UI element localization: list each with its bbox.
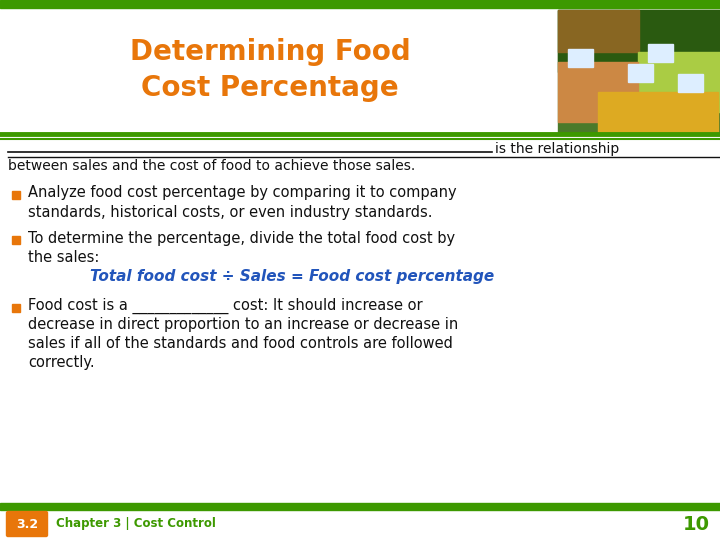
Bar <box>0 503 720 510</box>
Text: 3.2: 3.2 <box>16 517 38 530</box>
Text: Analyze food cost percentage by comparing it to company: Analyze food cost percentage by comparin… <box>28 186 456 200</box>
Bar <box>0 0 720 8</box>
Text: Food cost is a _____________ cost: It should increase or: Food cost is a _____________ cost: It sh… <box>28 298 423 314</box>
Bar <box>678 74 703 92</box>
Bar <box>12 191 20 199</box>
Text: standards, historical costs, or even industry standards.: standards, historical costs, or even ind… <box>28 205 433 219</box>
Text: Chapter 3 | Cost Control: Chapter 3 | Cost Control <box>56 517 216 530</box>
Bar <box>558 10 639 52</box>
Text: decrease in direct proportion to an increase or decrease in: decrease in direct proportion to an incr… <box>28 318 458 333</box>
Text: 10: 10 <box>683 515 710 534</box>
Bar <box>558 10 720 72</box>
Text: Determining Food: Determining Food <box>130 38 410 66</box>
Bar <box>598 92 718 132</box>
Bar <box>0 10 560 132</box>
Bar <box>0 510 720 540</box>
Text: Cost Percentage: Cost Percentage <box>141 74 399 102</box>
Bar <box>12 304 20 312</box>
Text: To determine the percentage, divide the total food cost by: To determine the percentage, divide the … <box>28 231 455 246</box>
Text: correctly.: correctly. <box>28 355 94 370</box>
FancyBboxPatch shape <box>6 511 48 537</box>
Bar <box>638 52 720 112</box>
Text: is the relationship: is the relationship <box>495 142 619 156</box>
Bar <box>558 10 720 132</box>
Text: Total food cost ÷ Sales = Food cost percentage: Total food cost ÷ Sales = Food cost perc… <box>90 268 494 284</box>
Bar <box>568 49 593 67</box>
Bar <box>648 44 673 62</box>
Bar <box>628 64 653 82</box>
Text: the sales:: the sales: <box>28 249 99 265</box>
Bar <box>558 62 638 122</box>
Text: between sales and the cost of food to achieve those sales.: between sales and the cost of food to ac… <box>8 159 415 173</box>
Bar <box>12 236 20 244</box>
Text: sales if all of the standards and food controls are followed: sales if all of the standards and food c… <box>28 336 453 352</box>
